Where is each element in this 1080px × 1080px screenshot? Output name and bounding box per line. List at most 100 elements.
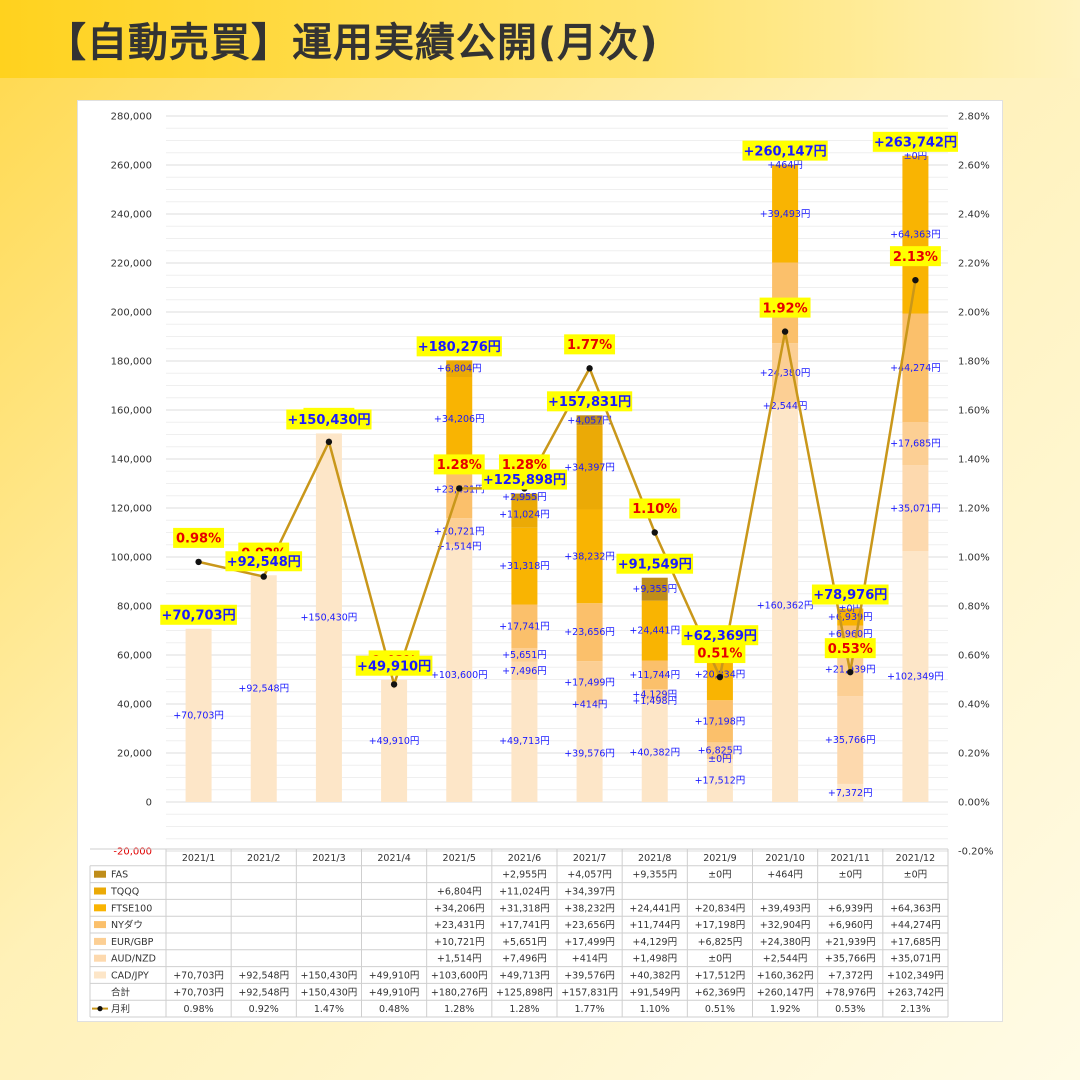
bar-segment	[706, 700, 733, 743]
table-cell: +17,198円	[695, 920, 746, 931]
segment-label: +35,766円	[825, 735, 876, 746]
segment-label: ±0円	[904, 151, 928, 162]
y-tick-label: 220,000	[111, 259, 152, 270]
table-cell: 0.51%	[705, 1004, 735, 1015]
table-cell: +150,430円	[301, 987, 358, 998]
y2-tick-label: 0.20%	[958, 749, 990, 760]
table-header-cell: 2021/4	[377, 853, 410, 864]
y-tick-label: 160,000	[111, 406, 152, 417]
segment-label: +49,910円	[369, 736, 420, 747]
total-label-box	[355, 655, 433, 676]
segment-label: +7,372円	[828, 788, 873, 799]
table-cell: +10,721円	[434, 937, 485, 948]
yield-label: 0.53%	[828, 642, 873, 657]
bar-segment	[902, 465, 929, 552]
table-header-cell: 2021/7	[573, 853, 606, 864]
y2-tick-label: 2.80%	[958, 112, 990, 123]
total-label: +180,276円	[418, 340, 501, 355]
table-cell: +9,355円	[632, 870, 677, 881]
table-header-cell: 2021/1	[182, 853, 215, 864]
table-cell: +35,766円	[825, 954, 876, 965]
bar-segment	[511, 647, 538, 662]
segment-label: +17,685円	[890, 439, 941, 450]
table-cell: +24,380円	[760, 937, 811, 948]
table-cell: +17,512円	[695, 971, 746, 982]
y2-tick-label: 2.60%	[958, 161, 990, 172]
total-label-box	[616, 553, 694, 574]
table-cell: +49,910円	[369, 971, 420, 982]
bar-segment	[837, 696, 864, 784]
table-cell: +157,831円	[561, 987, 618, 998]
table-cell: +2,955円	[502, 870, 547, 881]
segment-label: +103,600円	[431, 670, 488, 681]
y2-tick-label: 0.80%	[958, 602, 990, 613]
bar-segment	[772, 409, 799, 802]
table-cell: +2,544円	[763, 954, 808, 965]
segment-label: +7,496円	[502, 666, 547, 677]
table-cell: 2.13%	[900, 1004, 930, 1015]
table-row-name: 月利	[111, 1003, 130, 1015]
table-cell: +180,276円	[431, 987, 488, 998]
bar-segment	[706, 759, 733, 802]
table-cell: 1.92%	[770, 1004, 800, 1015]
table-cell: ±0円	[904, 870, 928, 881]
table-cell: +64,363円	[890, 903, 941, 914]
table-row-name: NYダウ	[111, 919, 143, 931]
segment-label: +17,499円	[564, 678, 615, 689]
legend-swatch	[94, 921, 106, 929]
table-cell: +91,549円	[629, 987, 680, 998]
y-tick-label: 140,000	[111, 455, 152, 466]
table-cell: +150,430円	[301, 971, 358, 982]
segment-label: +160,362円	[757, 601, 814, 612]
yield-label: 1.10%	[632, 502, 677, 517]
segment-label: +4,129円	[632, 689, 677, 700]
bar-segment	[902, 551, 929, 802]
yield-label: 0.98%	[176, 532, 221, 547]
yield-label-box	[498, 454, 550, 475]
segment-label: +1,498円	[632, 696, 677, 707]
table-cell: +17,685円	[890, 937, 941, 948]
bar-segment	[641, 660, 668, 690]
segment-label: +24,441円	[629, 626, 680, 637]
table-cell: +7,496円	[502, 954, 547, 965]
table-cell: +103,600円	[431, 971, 488, 982]
y2-tick-label: -0.20%	[958, 847, 993, 858]
bar-segment	[772, 402, 799, 410]
bar-segment	[381, 679, 408, 802]
table-cell: 1.47%	[314, 1004, 344, 1015]
table-cell: +23,431円	[434, 920, 485, 931]
yield-label: 2.13%	[893, 250, 938, 265]
table-cell: +6,825円	[698, 937, 743, 948]
table-header-cell: 2021/11	[831, 853, 870, 864]
yield-label: 0.51%	[697, 647, 742, 662]
table-cell: ±0円	[708, 954, 732, 965]
y-tick-label: 80,000	[117, 602, 152, 613]
bar-segment	[511, 493, 538, 501]
segment-label: +464円	[767, 160, 803, 171]
yield-point	[325, 438, 333, 446]
table-cell: +39,493円	[760, 903, 811, 914]
bar-segment	[576, 509, 603, 604]
total-label-box	[160, 604, 237, 625]
bar-segment	[315, 433, 342, 802]
total-label: +157,831円	[548, 395, 631, 410]
legend-swatch	[94, 937, 106, 945]
bar-segment	[772, 165, 799, 263]
segment-label: +40,382円	[629, 748, 680, 759]
yield-point	[651, 529, 658, 536]
table-cell: +21,939円	[825, 937, 876, 948]
y-tick-label: 180,000	[111, 357, 152, 368]
yield-point	[716, 673, 724, 681]
bar-segment	[185, 628, 212, 802]
total-label-box	[481, 469, 568, 490]
bar-segment	[250, 575, 277, 802]
y2-tick-label: 0.00%	[958, 798, 990, 809]
table-header-cell: 2021/9	[703, 853, 736, 864]
bar-segment	[511, 500, 538, 528]
bar-segment	[446, 360, 473, 377]
y2-tick-label: 2.20%	[958, 259, 990, 270]
y2-tick-label: 1.60%	[958, 406, 990, 417]
bar-segment	[576, 425, 603, 510]
segment-label: +4,057円	[567, 415, 612, 426]
segment-label: ±0円	[838, 604, 862, 615]
